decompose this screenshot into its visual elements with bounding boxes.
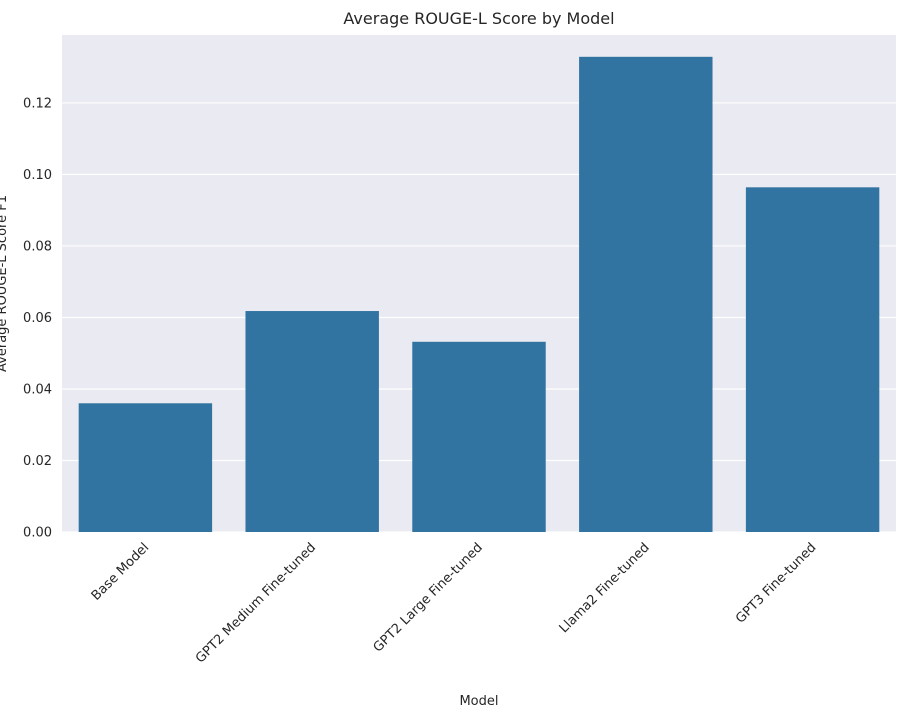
bar (579, 56, 713, 532)
y-tick-label: 0.06 (23, 311, 52, 326)
x-tick-label: GPT3 Fine-tuned (733, 540, 819, 626)
chart-title: Average ROUGE-L Score by Model (343, 9, 614, 28)
y-axis-title: Average ROUGE-L Score F1 (0, 195, 10, 372)
x-axis-title: Model (459, 694, 498, 709)
bar (745, 187, 880, 532)
x-tick-label: GPT2 Large Fine-tuned (371, 540, 486, 655)
bar (245, 311, 379, 532)
x-tick-label: Base Model (89, 540, 153, 604)
x-tick-label: Llama2 Fine-tuned (557, 540, 653, 636)
y-tick-label: 0.10 (23, 168, 52, 183)
y-axis-ticks: 0.00 0.02 0.04 0.06 0.08 0.10 0.12 (23, 96, 52, 540)
bar (412, 341, 546, 532)
y-tick-label: 0.02 (23, 454, 52, 469)
y-tick-label: 0.08 (23, 239, 52, 254)
x-tick-label: GPT2 Medium Fine-tuned (193, 540, 319, 666)
bar (78, 403, 213, 532)
bars (78, 56, 880, 532)
y-tick-label: 0.04 (23, 382, 52, 397)
y-tick-label: 0.00 (23, 526, 52, 541)
x-axis-ticks: Base Model GPT2 Medium Fine-tuned GPT2 Lar… (89, 540, 820, 666)
y-tick-label: 0.12 (23, 96, 52, 111)
